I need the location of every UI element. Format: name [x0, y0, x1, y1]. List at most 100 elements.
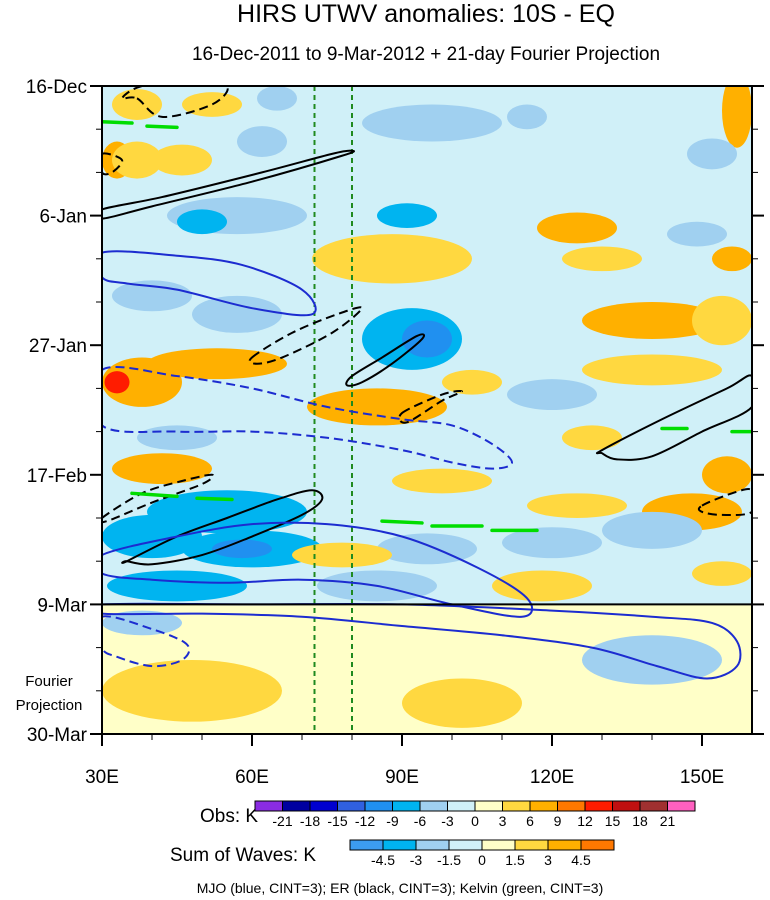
anomaly-patch	[392, 468, 492, 494]
obs-colorbar-tick-label: -9	[386, 813, 399, 829]
y-tick-label: 6-Jan	[39, 207, 87, 228]
obs-colorbar-tick-label: 15	[605, 813, 621, 829]
kelvin-contour	[130, 491, 179, 499]
obs-colorbar-tick-label: -12	[355, 813, 375, 829]
anomaly-patch	[377, 203, 437, 228]
obs-colorbar-box	[392, 800, 421, 812]
anomaly-patch	[137, 425, 217, 451]
waves-colorbar-box	[349, 839, 384, 851]
obs-colorbar-tick-label: 3	[499, 813, 507, 829]
anomaly-patch	[192, 295, 282, 333]
x-tick-label: 150E	[680, 767, 724, 788]
anomaly-patch	[147, 348, 287, 380]
er-contour-pos	[345, 333, 426, 387]
er-contour-neg	[398, 390, 464, 424]
projection-label-line2: Projection	[16, 697, 83, 714]
obs-colorbar-tick-label: 9	[554, 813, 562, 829]
obs-colorbar-box	[557, 800, 586, 812]
anomaly-patch	[112, 453, 212, 485]
plot-area	[102, 86, 752, 734]
anomaly-patch	[687, 138, 737, 170]
waves-colorbar-tick-label: -3	[410, 852, 423, 868]
waves-colorbar-box	[547, 839, 582, 851]
plot-frame	[101, 85, 753, 735]
anomaly-patch	[107, 570, 247, 602]
obs-colorbar-label: Obs: K	[200, 806, 258, 827]
anomaly-patch	[182, 92, 242, 117]
anomaly-patch	[712, 246, 752, 272]
anomaly-patch	[527, 493, 627, 518]
anomaly-patch	[237, 126, 287, 157]
waves-colorbar-tick-label: 1.5	[505, 852, 525, 868]
obs-colorbar-tick-label: -3	[441, 813, 454, 829]
waves-colorbar-tick-label: 0	[478, 852, 486, 868]
obs-colorbar-tick-label: -21	[272, 813, 292, 829]
anomaly-patch	[667, 221, 727, 247]
x-tick-label: 120E	[530, 767, 574, 788]
anomaly-patch	[112, 89, 162, 120]
er-contour-neg	[697, 488, 752, 517]
obs-colorbar-tick-label: 6	[526, 813, 534, 829]
anomaly-patch	[582, 302, 722, 340]
obs-colorbar-box	[254, 800, 283, 812]
obs-colorbar-box	[309, 800, 338, 812]
obs-colorbar-box	[502, 800, 531, 812]
anomaly-patch	[507, 379, 597, 411]
anomaly-patch	[104, 371, 130, 394]
waves-colorbar-box	[580, 839, 615, 851]
anomaly-patch	[112, 280, 192, 312]
waves-colorbar-tick-label: 3	[544, 852, 552, 868]
anomaly-patch	[507, 104, 547, 130]
obs-colorbar-tick-label: 18	[632, 813, 648, 829]
er-contour-neg	[102, 473, 215, 524]
x-tick-label: 30E	[85, 767, 119, 788]
projection-label-line1: Fourier	[25, 673, 73, 690]
obs-colorbar-box	[364, 800, 393, 812]
waves-colorbar-box	[514, 839, 549, 851]
waves-colorbar-tick-label: 4.5	[571, 852, 591, 868]
y-tick-label: 9-Mar	[37, 595, 87, 616]
chart-subtitle: 16-Dec-2011 to 9-Mar-2012 + 21-day Fouri…	[192, 44, 660, 65]
anomaly-patch	[257, 86, 297, 111]
obs-colorbar-box	[529, 800, 558, 812]
anomaly-patch	[402, 320, 452, 358]
obs-colorbar-box	[584, 800, 613, 812]
obs-colorbar-box	[474, 800, 503, 812]
obs-colorbar-tick-label: 21	[660, 813, 676, 829]
anomaly-patch	[307, 388, 447, 426]
obs-colorbar: -21 -18 -15 -12 -9 -6 -3 0 3 6 9 12 15 18 21	[254, 800, 696, 829]
anomaly-patch	[702, 456, 752, 494]
anomaly-patch	[152, 144, 212, 176]
y-tick-label: 27-Jan	[29, 336, 87, 357]
mjo-contour-pos	[102, 521, 534, 618]
waves-colorbar: -4.5 -3 -1.5 0 1.5 3 4.5	[349, 839, 615, 868]
anomaly-patch	[112, 141, 162, 179]
waves-colorbar-box	[448, 839, 483, 851]
waves-colorbar-box	[481, 839, 516, 851]
anomaly-patch	[362, 104, 502, 142]
y-tick-label: 16-Dec	[26, 77, 87, 98]
kelvin-contour	[195, 496, 234, 502]
x-tick-label: 60E	[235, 767, 269, 788]
mjo-contour-pos	[102, 250, 317, 317]
er-contour-neg	[120, 86, 229, 118]
anomaly-patch	[692, 295, 752, 346]
obs-colorbar-tick-label: -18	[300, 813, 320, 829]
kelvin-contour	[380, 519, 424, 525]
anomaly-patch	[102, 610, 182, 636]
anomaly-patch	[537, 212, 617, 244]
kelvin-contour	[145, 124, 179, 130]
anomaly-patch	[102, 357, 182, 407]
anomaly-patch	[177, 209, 227, 235]
anomaly-patch	[582, 354, 722, 386]
anomaly-patch	[722, 86, 752, 148]
obs-colorbar-box	[419, 800, 448, 812]
waves-colorbar-label: Sum of Waves: K	[170, 845, 316, 866]
er-contour-pos	[121, 489, 324, 566]
obs-colorbar-box	[447, 800, 476, 812]
obs-colorbar-tick-label: -6	[414, 813, 427, 829]
anomaly-patch	[212, 539, 272, 559]
anomaly-patch	[602, 511, 702, 549]
chart-title: HIRS UTWV anomalies: 10S - EQ	[237, 0, 615, 28]
